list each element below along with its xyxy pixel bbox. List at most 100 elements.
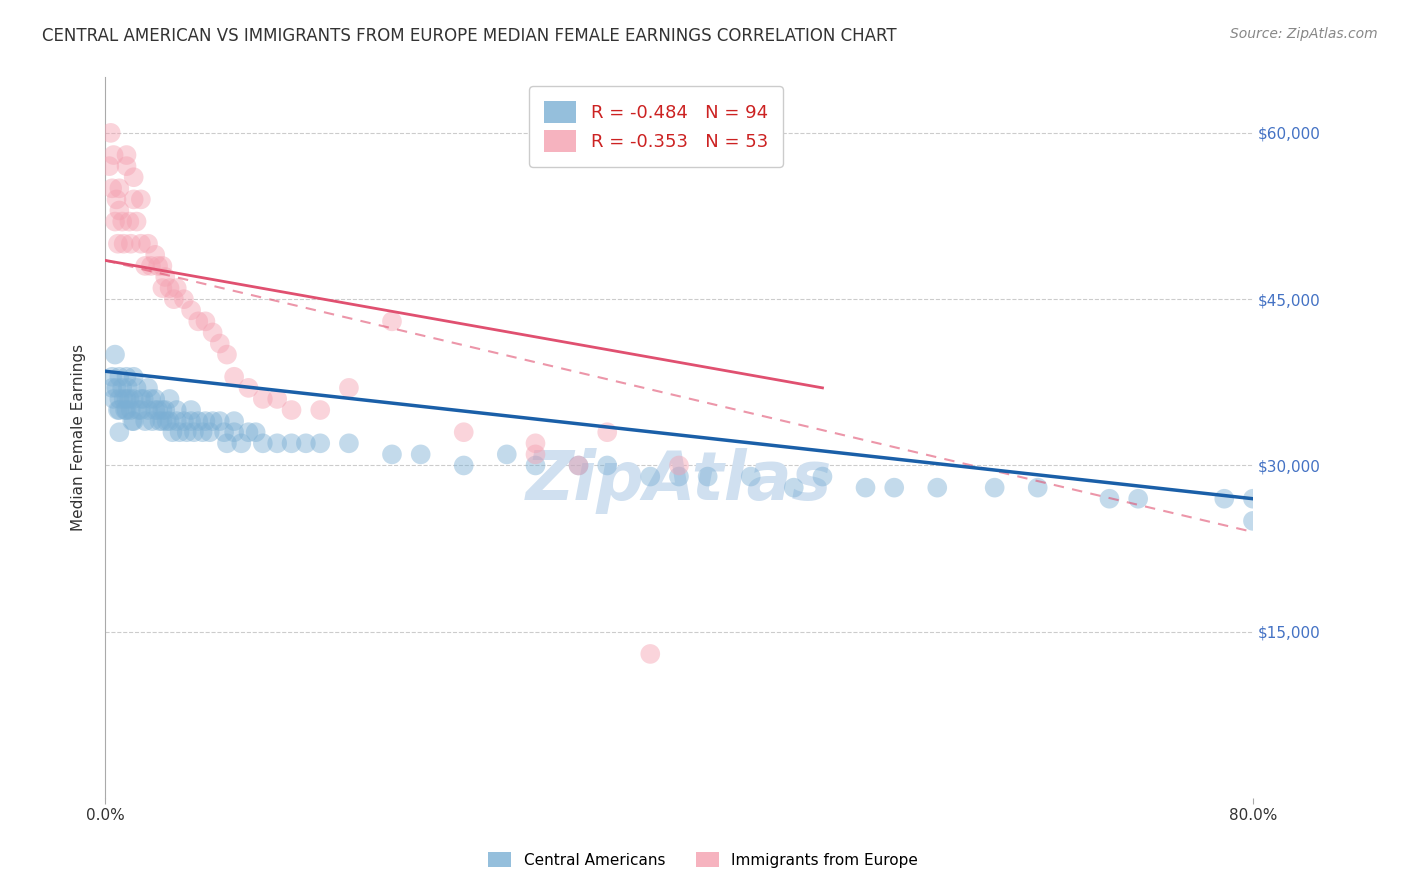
Point: [201, 414, 224, 428]
Point: [134, 259, 156, 273]
Point: [1241, 491, 1264, 506]
Point: [129, 193, 152, 207]
Point: [337, 436, 360, 450]
Text: Source: ZipAtlas.com: Source: ZipAtlas.com: [1230, 27, 1378, 41]
Point: [139, 392, 162, 406]
Point: [245, 425, 267, 440]
Point: [252, 436, 274, 450]
Point: [173, 414, 195, 428]
Point: [146, 403, 169, 417]
Legend: Central Americans, Immigrants from Europe: Central Americans, Immigrants from Europ…: [481, 844, 925, 875]
Point: [134, 414, 156, 428]
Point: [105, 381, 128, 395]
Point: [148, 414, 170, 428]
Point: [107, 403, 129, 417]
Point: [238, 381, 260, 395]
Point: [129, 236, 152, 251]
Point: [108, 425, 131, 440]
Point: [159, 281, 181, 295]
Point: [201, 326, 224, 340]
Point: [295, 436, 318, 450]
Point: [280, 436, 302, 450]
Point: [104, 348, 127, 362]
Point: [495, 447, 517, 461]
Point: [136, 236, 159, 251]
Point: [108, 403, 131, 417]
Point: [180, 414, 202, 428]
Point: [927, 481, 949, 495]
Point: [146, 259, 169, 273]
Point: [309, 403, 332, 417]
Point: [596, 425, 619, 440]
Point: [115, 392, 138, 406]
Point: [121, 414, 143, 428]
Point: [252, 392, 274, 406]
Point: [132, 392, 155, 406]
Point: [208, 414, 231, 428]
Point: [111, 381, 134, 395]
Point: [453, 458, 475, 473]
Point: [143, 392, 166, 406]
Point: [224, 369, 246, 384]
Point: [208, 336, 231, 351]
Point: [215, 348, 238, 362]
Point: [118, 392, 141, 406]
Point: [453, 425, 475, 440]
Point: [107, 236, 129, 251]
Point: [855, 481, 877, 495]
Point: [166, 414, 188, 428]
Point: [162, 425, 184, 440]
Legend: R = -0.484   N = 94, R = -0.353   N = 53: R = -0.484 N = 94, R = -0.353 N = 53: [530, 87, 783, 167]
Point: [111, 214, 134, 228]
Point: [1128, 491, 1150, 506]
Point: [114, 403, 136, 417]
Point: [180, 403, 202, 417]
Point: [136, 403, 159, 417]
Point: [640, 647, 662, 661]
Point: [176, 425, 198, 440]
Point: [173, 292, 195, 306]
Point: [159, 392, 181, 406]
Point: [155, 270, 177, 285]
Point: [101, 369, 124, 384]
Point: [740, 469, 762, 483]
Point: [212, 425, 235, 440]
Point: [524, 436, 547, 450]
Point: [156, 414, 179, 428]
Point: [811, 469, 834, 483]
Point: [266, 392, 288, 406]
Point: [108, 369, 131, 384]
Point: [194, 414, 217, 428]
Point: [120, 403, 142, 417]
Point: [115, 403, 138, 417]
Point: [524, 447, 547, 461]
Point: [783, 481, 806, 495]
Point: [150, 403, 173, 417]
Point: [668, 469, 690, 483]
Point: [108, 181, 131, 195]
Point: [143, 403, 166, 417]
Point: [122, 369, 145, 384]
Point: [187, 414, 209, 428]
Point: [141, 414, 163, 428]
Point: [122, 414, 145, 428]
Point: [668, 458, 690, 473]
Point: [143, 248, 166, 262]
Point: [125, 214, 148, 228]
Point: [187, 314, 209, 328]
Point: [266, 436, 288, 450]
Point: [640, 469, 662, 483]
Point: [150, 259, 173, 273]
Point: [191, 425, 214, 440]
Point: [1098, 491, 1121, 506]
Point: [115, 369, 138, 384]
Point: [381, 447, 404, 461]
Point: [104, 214, 127, 228]
Point: [98, 159, 121, 173]
Point: [231, 436, 253, 450]
Point: [103, 392, 125, 406]
Point: [159, 414, 181, 428]
Point: [101, 181, 124, 195]
Point: [122, 170, 145, 185]
Point: [166, 403, 188, 417]
